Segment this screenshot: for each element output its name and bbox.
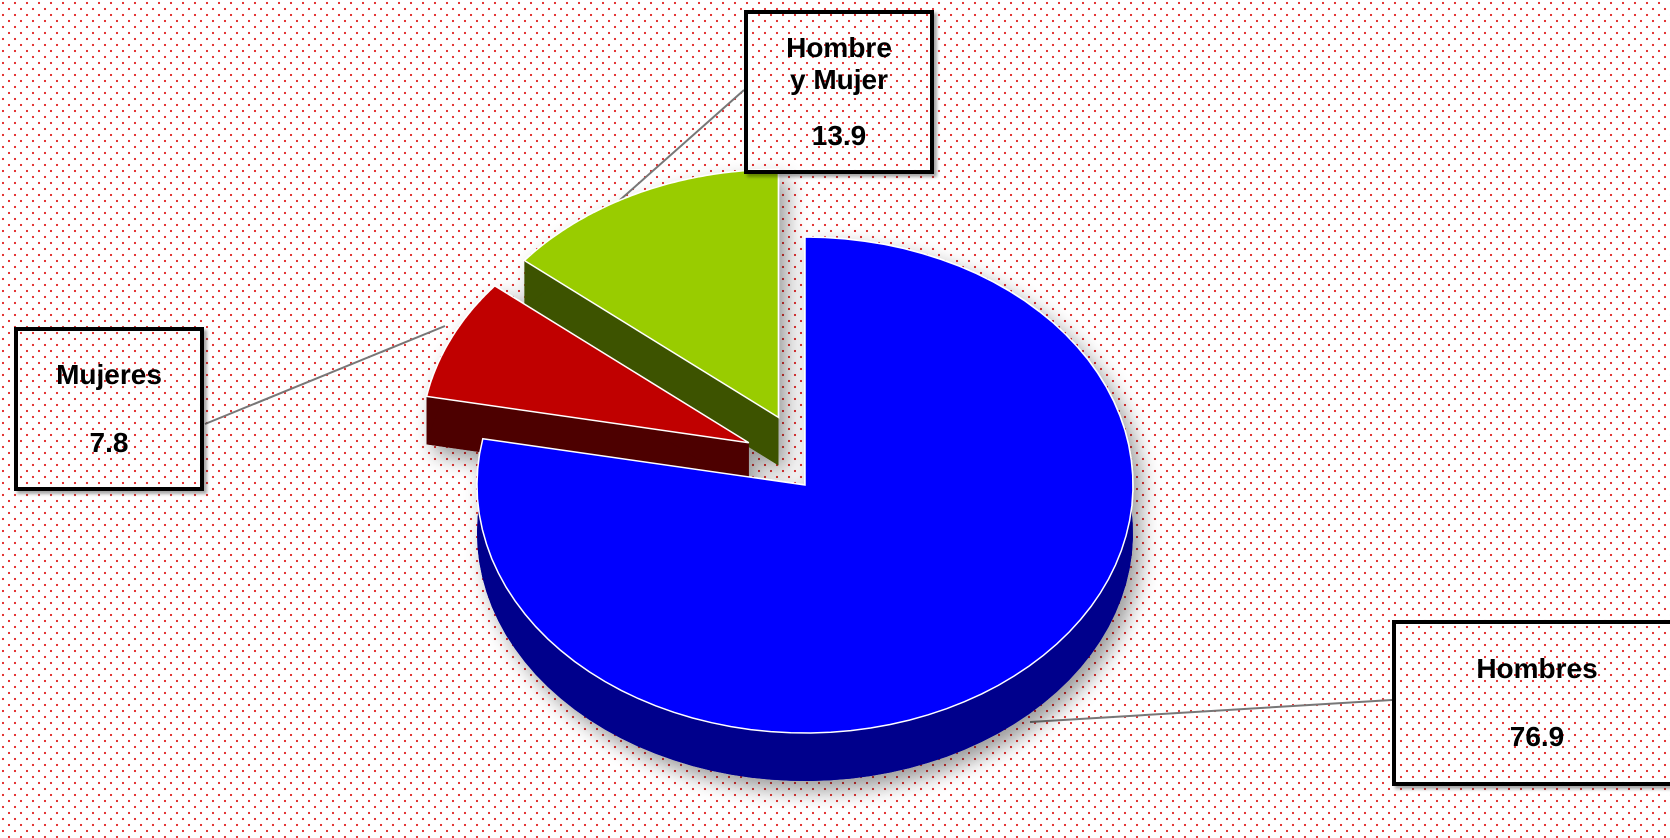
label-box: Mujeres 7.8 bbox=[14, 327, 204, 491]
category-label: Hombres bbox=[1476, 653, 1598, 684]
value-label: 13.9 bbox=[811, 120, 867, 151]
leader-line bbox=[204, 325, 446, 425]
label-box: Hombre y Mujer 13.9 bbox=[744, 10, 934, 174]
slice-side bbox=[524, 260, 779, 466]
leader-line bbox=[619, 89, 745, 201]
pie bbox=[425, 168, 1134, 781]
category-label: Mujeres bbox=[56, 359, 162, 390]
leader-lines bbox=[204, 89, 1393, 723]
value-label: 76.9 bbox=[1509, 721, 1565, 752]
slice bbox=[476, 236, 1134, 734]
label-box: Hombres 76.9 bbox=[1392, 620, 1670, 786]
category-label: Hombre y Mujer bbox=[786, 32, 892, 95]
leader-line bbox=[1029, 699, 1393, 723]
slice bbox=[425, 284, 750, 444]
slice bbox=[523, 168, 780, 419]
value-label: 7.8 bbox=[89, 427, 129, 458]
